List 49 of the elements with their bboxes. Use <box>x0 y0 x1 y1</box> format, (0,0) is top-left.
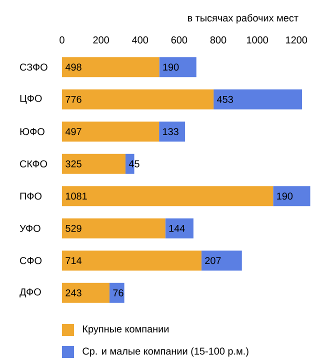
data-label: 529 <box>66 224 82 232</box>
legend-label: Ср. и малые компании (15-100 р.м.) <box>82 347 248 357</box>
bar <box>62 250 202 271</box>
data-label: 498 <box>65 64 82 71</box>
data-label: 453 <box>216 96 233 103</box>
data-label: 1081 <box>66 192 87 200</box>
bar <box>62 89 214 110</box>
data-label: 45 <box>128 160 140 168</box>
x-tick-label: 1000 <box>247 36 268 44</box>
data-label: 144 <box>169 224 185 232</box>
y-tick-label: ПФО <box>20 192 42 200</box>
bar <box>214 89 302 110</box>
data-label: 133 <box>163 128 178 136</box>
x-tick-label: 0 <box>60 36 64 44</box>
bar <box>201 250 242 271</box>
data-label: 776 <box>66 96 82 103</box>
bar <box>62 218 166 238</box>
data-label: 714 <box>66 257 82 264</box>
bar <box>109 282 124 303</box>
data-label: 243 <box>66 289 82 296</box>
data-label: 207 <box>205 257 221 264</box>
x-tick-label: 400 <box>132 36 148 44</box>
legend-label: Крупные компании <box>83 326 169 334</box>
x-tick-label: 600 <box>171 36 188 44</box>
bar <box>62 282 110 303</box>
y-tick-label: СФО <box>20 257 42 264</box>
y-tick-label: СЗФО <box>20 64 48 71</box>
y-tick-label: ДФО <box>20 288 41 298</box>
bar <box>62 57 160 78</box>
y-tick-label: СКФО <box>20 160 48 168</box>
data-label: 76 <box>113 289 124 296</box>
bar <box>165 218 194 238</box>
x-tick-label: 1200 <box>286 36 308 44</box>
y-tick-label: ЦФО <box>20 94 42 104</box>
bar <box>159 57 196 78</box>
bar <box>273 186 310 206</box>
bar <box>159 122 186 142</box>
data-label: 325 <box>66 160 82 168</box>
data-label: 190 <box>277 192 293 200</box>
y-tick-label: УФО <box>20 224 40 232</box>
x-axis-title: в тысячах рабочих мест <box>188 14 298 24</box>
data-label: 497 <box>65 128 82 136</box>
bar <box>62 186 274 206</box>
y-tick-label: ЮФО <box>20 128 44 136</box>
data-label: 190 <box>163 64 179 71</box>
x-tick-label: 200 <box>93 36 109 44</box>
x-tick-label: 800 <box>210 36 226 44</box>
bar <box>62 154 126 174</box>
bar <box>62 122 160 142</box>
